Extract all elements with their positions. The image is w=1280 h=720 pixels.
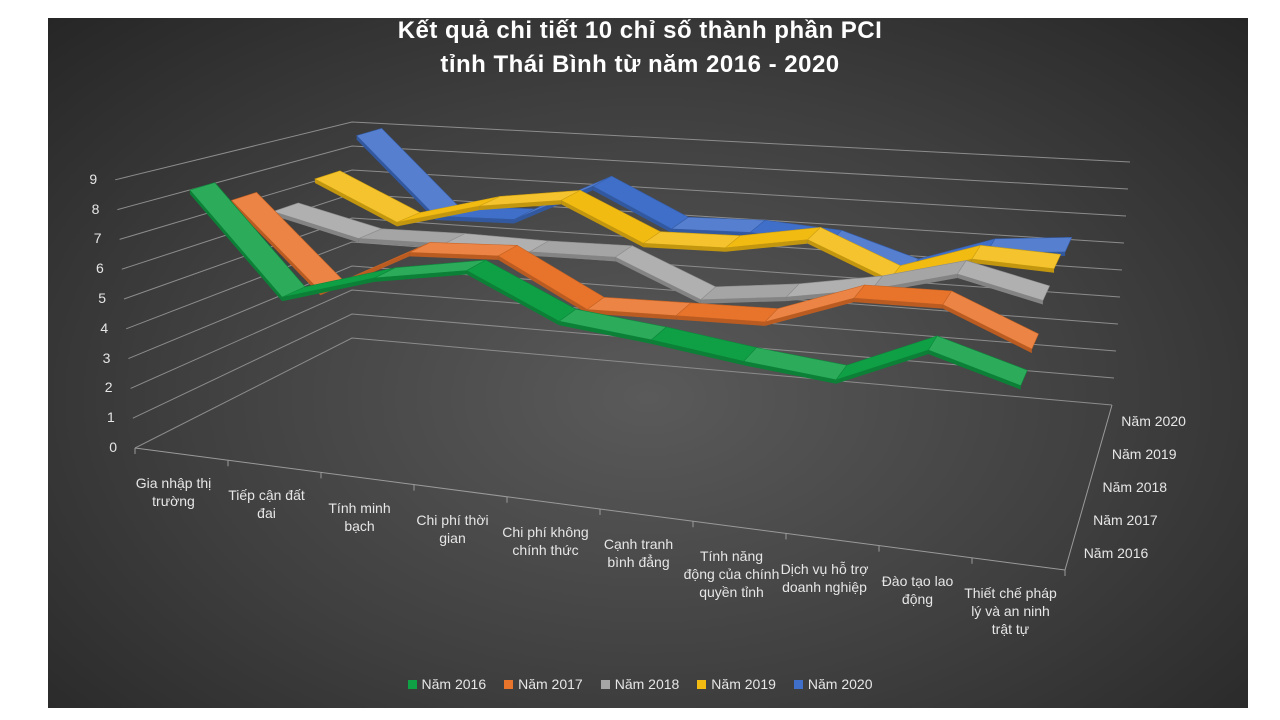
series-ribbon-edge <box>189 190 283 302</box>
series-ribbon-edge <box>928 350 1021 390</box>
legend-label: Năm 2019 <box>711 676 776 692</box>
y-tick-label: 9 <box>89 170 98 187</box>
series-ribbon-edge <box>643 243 726 252</box>
category-label: Tính minh bạch <box>328 499 391 534</box>
legend-label: Năm 2017 <box>518 676 583 692</box>
legend-label: Năm 2016 <box>421 676 487 692</box>
category-label: Chi phí thời gian <box>416 511 489 546</box>
y-tick-label: 0 <box>109 439 117 455</box>
y-tick-label: 2 <box>104 379 113 396</box>
series-ribbon-edge <box>671 228 751 237</box>
series-ribbon-edge <box>409 252 499 260</box>
y-tick-label: 1 <box>107 409 115 426</box>
series-ribbon-edge <box>397 206 480 227</box>
legend-swatch <box>600 679 610 689</box>
category-label: Thiết chế pháp lý và an ninh trật tự <box>964 584 1057 637</box>
series-ribbon-edge <box>466 270 560 326</box>
category-label: Tính năng động của chính quyền tỉnh <box>683 548 780 601</box>
category-label: Dịch vụ hỗ trợ doanh nghiệp <box>780 560 869 595</box>
series-ribbon-edge <box>479 200 562 211</box>
y-tick-label: 5 <box>98 290 106 306</box>
depth-label: Năm 2018 <box>1102 478 1168 495</box>
series-ribbon-edge <box>725 239 808 252</box>
depth-label: Năm 2016 <box>1083 544 1149 561</box>
series-ribbon-edge <box>807 239 890 284</box>
legend-swatch <box>697 679 707 689</box>
category-label: Tiếp cận đất đai <box>228 487 305 522</box>
series-ribbon-edge <box>374 270 467 282</box>
gridline <box>128 265 1119 360</box>
series-ribbon-edge <box>957 274 1043 305</box>
series-ribbon-edge <box>836 350 929 384</box>
series-ribbon-edge <box>314 178 398 227</box>
depth-label: Năm 2019 <box>1111 445 1177 462</box>
legend-item: Năm 2017 <box>504 676 583 692</box>
series-ribbon-edge <box>615 257 701 304</box>
gridline <box>134 337 1113 449</box>
series-ribbon-edge <box>273 211 359 243</box>
y-tick-label: 7 <box>93 230 102 247</box>
gridline <box>130 289 1117 389</box>
category-label: Gia nhập thị trường <box>135 475 212 510</box>
legend-item: Năm 2020 <box>793 676 873 692</box>
series-ribbon-segment <box>614 245 717 301</box>
gridline <box>115 121 1131 181</box>
y-tick-label: 3 <box>102 349 111 366</box>
legend-item: Năm 2018 <box>600 676 680 692</box>
series-ribbon-edge <box>853 298 943 309</box>
series-ribbon-edge <box>765 298 854 326</box>
category-label: Chi phí không chính thức <box>502 523 589 558</box>
depth-axis <box>1064 404 1113 571</box>
series-ribbon-edge <box>529 251 616 262</box>
series-ribbon-edge <box>700 297 787 304</box>
legend-swatch <box>793 679 803 689</box>
series-ribbon-edge <box>942 304 1032 354</box>
series-ribbon-edge <box>282 277 375 302</box>
chart-title: Kết quả chi tiết 10 chỉ số thành phần PC… <box>0 14 1280 82</box>
series-ribbon-edge <box>743 361 837 384</box>
series-ribbon-edge <box>592 186 672 233</box>
series-ribbon-edge <box>676 315 766 326</box>
gridline <box>132 313 1115 419</box>
series-ribbon-segment <box>956 260 1050 301</box>
series-ribbon-edge <box>651 339 744 366</box>
series-ribbon-edge <box>356 135 436 221</box>
y-tick-label: 8 <box>91 200 100 217</box>
series-ribbon-segment <box>942 290 1039 350</box>
series-ribbon-edge <box>587 309 677 320</box>
series-ribbon-edge <box>435 216 515 224</box>
legend-swatch <box>504 679 514 689</box>
title-line-1: Kết quả chi tiết 10 chỉ số thành phần PC… <box>397 17 883 44</box>
series-ribbon-edge <box>498 255 588 314</box>
series-ribbon-edge <box>971 259 1055 273</box>
category-label: Cạnh tranh bình đẳng <box>603 536 674 571</box>
series-ribbon-edge <box>559 321 652 344</box>
series-ribbon-edge <box>561 200 644 248</box>
series-ribbon-edge <box>231 200 321 296</box>
depth-label: Năm 2020 <box>1121 412 1186 429</box>
legend-item: Năm 2019 <box>697 676 776 692</box>
legend-item: Năm 2016 <box>407 676 487 692</box>
legend: Năm 2016 Năm 2017 Năm 2018 Năm 2019 Năm 2020 <box>0 676 1280 692</box>
series-ribbon-segment <box>835 335 938 381</box>
depth-label: Năm 2017 <box>1093 511 1158 528</box>
legend-swatch <box>407 679 417 689</box>
gridline <box>119 169 1127 240</box>
y-tick-label: 4 <box>100 319 109 336</box>
category-label: Đào tạo lao động <box>881 572 954 607</box>
y-tick-label: 6 <box>96 260 104 277</box>
title-line-2: tỉnh Thái Bình từ năm 2016 - 2020 <box>440 51 840 78</box>
legend-label: Năm 2018 <box>614 676 680 692</box>
legend-label: Năm 2020 <box>807 676 873 692</box>
